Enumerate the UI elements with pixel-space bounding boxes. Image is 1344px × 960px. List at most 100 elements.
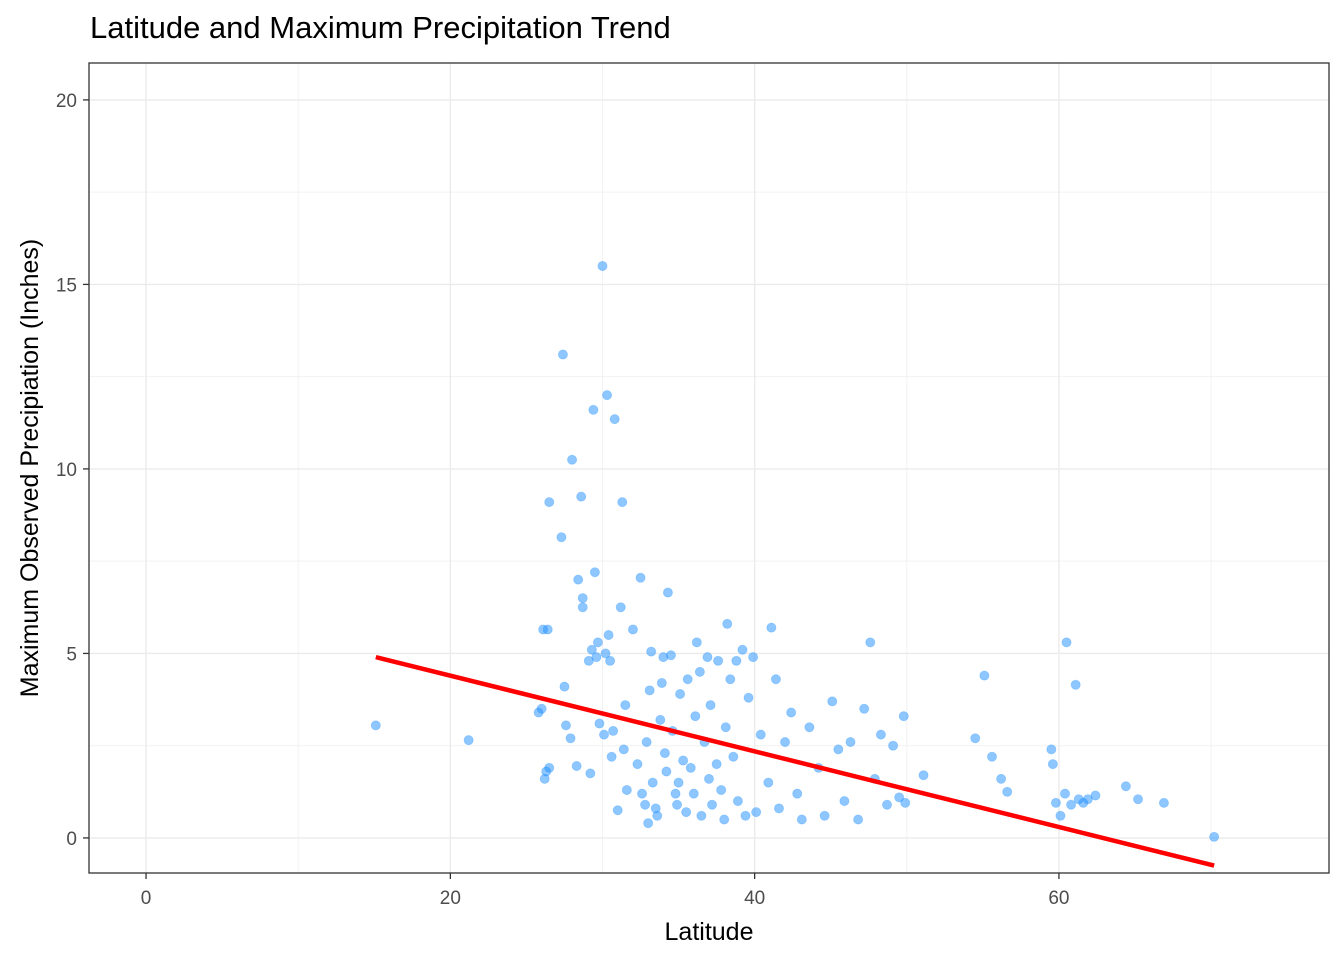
data-point [618,744,629,755]
data-point [780,736,791,747]
data-point [725,674,736,685]
data-point [573,574,584,585]
x-tick-label: 20 [440,888,461,909]
data-point [600,648,611,659]
data-point [1061,637,1072,648]
x-tick-label: 0 [141,888,152,909]
data-point [918,770,929,781]
data-point [796,814,807,825]
data-point [681,807,692,818]
data-point [661,766,672,777]
data-point [707,799,718,810]
data-point [1090,790,1101,801]
data-point [894,792,905,803]
data-point [970,733,981,744]
data-point [591,652,602,663]
data-point [743,692,754,703]
trend-line-group [375,654,1215,868]
data-point [602,390,613,401]
data-point [1055,810,1066,821]
data-point [632,759,643,770]
data-point [773,803,784,814]
data-point [716,784,727,795]
data-point [565,733,576,744]
data-point [576,491,587,502]
data-point [609,414,620,425]
data-point [853,814,864,825]
data-point [588,404,599,415]
data-point [986,751,997,762]
y-tick-label: 10 [56,460,77,481]
data-point [1082,794,1093,805]
data-point [748,652,759,663]
data-point [635,572,646,583]
data-point [641,736,652,747]
data-point [731,655,742,666]
data-point [711,759,722,770]
data-point [673,777,684,788]
data-point [865,637,876,648]
data-point [1047,759,1058,770]
data-point [1046,744,1057,755]
data-point [1158,797,1169,808]
data-point [1050,797,1061,808]
data-point [567,454,578,465]
data-point [705,700,716,711]
data-point [722,618,733,629]
data-point [599,729,610,740]
data-point [882,799,893,810]
data-point [606,751,617,762]
data-point [603,629,614,640]
data-point [859,703,870,714]
data-point [713,655,724,666]
data-point [662,587,673,598]
data-point [463,735,474,746]
data-point [620,700,631,711]
data-point [737,644,748,655]
data-point [875,729,886,740]
data-point [1070,679,1081,690]
data-point [766,622,777,633]
data-point [585,768,596,779]
data-point [786,707,797,718]
data-point [542,624,553,635]
chart-title: Latitude and Maximum Precipitation Trend [90,10,671,45]
y-axis-title: Maximum Observed Precipiation (Inches) [16,239,44,698]
axis-ticks: 0 20 40 60 0 5 10 15 20 [56,91,1070,909]
data-point [655,714,666,725]
data-point [845,736,856,747]
data-point [675,689,686,700]
data-point [888,740,899,751]
data-point [728,751,739,762]
data-point [577,602,588,613]
data-point [617,497,628,508]
y-tick-label: 15 [56,275,77,296]
data-point [792,788,803,799]
data-point [594,718,605,729]
data-point [621,784,632,795]
data-point [559,681,570,692]
data-point [652,810,663,821]
data-point [577,593,588,604]
data-point [659,748,670,759]
data-point [557,349,568,360]
data-point [556,532,567,543]
data-point [827,696,838,707]
data-point [720,722,731,733]
data-point [647,777,658,788]
data-point [732,796,743,807]
data-point [694,666,705,677]
x-tick-label: 60 [1048,888,1069,909]
data-point [560,720,571,731]
data-point [755,729,766,740]
data-point [544,497,555,508]
data-point [682,674,693,685]
data-point [763,777,774,788]
data-point [643,818,654,829]
data-point [536,703,547,714]
data-point [672,799,683,810]
data-point [656,677,667,688]
data-point [839,796,850,807]
plot-panel [89,63,1329,873]
